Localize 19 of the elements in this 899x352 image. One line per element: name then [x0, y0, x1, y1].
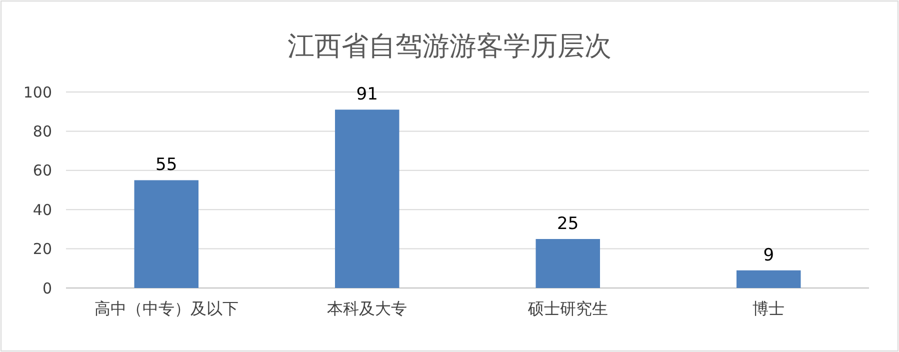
bar	[536, 239, 600, 288]
bar	[736, 270, 801, 288]
x-tick-label: 高中（中专）及以下	[94, 299, 238, 318]
x-tick-label: 博士	[752, 299, 785, 318]
y-tick-label: 20	[32, 240, 52, 258]
chart-title: 江西省自驾游游客学历层次	[288, 31, 612, 62]
data-label: 25	[557, 214, 579, 234]
x-tick-label: 本科及大专	[327, 299, 408, 318]
y-tick-label: 100	[23, 83, 52, 102]
y-tick-label: 60	[32, 162, 52, 180]
data-label: 55	[156, 155, 178, 176]
y-tick-label: 0	[42, 279, 52, 298]
data-label: 9	[763, 245, 774, 266]
x-tick-label: 硕士研究生	[526, 299, 608, 318]
y-tick-label: 80	[32, 122, 52, 140]
y-tick-label: 40	[32, 200, 52, 219]
data-label: 91	[356, 84, 378, 105]
bar	[134, 180, 198, 288]
bar	[335, 110, 400, 288]
